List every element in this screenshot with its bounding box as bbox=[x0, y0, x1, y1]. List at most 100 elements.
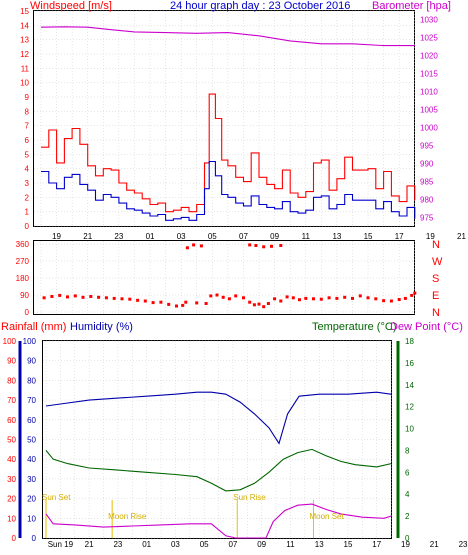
wind-x-tick-label: 05 bbox=[208, 232, 217, 241]
humidity-tick-label: 20 bbox=[27, 495, 36, 504]
direction-point bbox=[254, 244, 258, 247]
direction-point bbox=[192, 243, 196, 247]
temperature-tick-label: 10 bbox=[405, 425, 414, 434]
rainfall-tick-label: 100 bbox=[3, 337, 17, 346]
direction-point bbox=[413, 291, 417, 295]
barometer-axis-title: Barometer [hpa] bbox=[372, 0, 451, 12]
temperature-tick-label: 6 bbox=[405, 468, 410, 477]
climate-x-tick-label: 05 bbox=[200, 540, 209, 549]
wind-tick-label: 3 bbox=[25, 179, 30, 188]
wind-tick-label: 12 bbox=[20, 50, 29, 59]
direction-point bbox=[291, 296, 295, 300]
wind-tick-label: 10 bbox=[20, 79, 29, 88]
humidity-tick-label: 0 bbox=[32, 534, 37, 543]
direction-tick-label: 270 bbox=[16, 257, 30, 266]
barometer-tick-label: 1010 bbox=[420, 87, 438, 96]
humidity-tick-label: 90 bbox=[27, 357, 36, 366]
direction-point bbox=[319, 297, 323, 301]
climate-x-tick-label: Sun 19 bbox=[48, 540, 74, 549]
direction-point bbox=[128, 297, 132, 301]
direction-point bbox=[89, 295, 93, 298]
temperature-tick-label: 14 bbox=[405, 381, 414, 390]
wind-x-tick-label: 21 bbox=[457, 232, 466, 241]
direction-point bbox=[175, 304, 178, 308]
direction-tick-label: 360 bbox=[16, 240, 30, 249]
wind-tick-label: 4 bbox=[25, 165, 30, 174]
wind-x-tick-label: 09 bbox=[270, 232, 279, 241]
direction-point bbox=[366, 296, 370, 300]
barometer-tick-label: 1005 bbox=[420, 105, 438, 114]
direction-point bbox=[252, 303, 256, 307]
wind-x-tick-label: 21 bbox=[83, 232, 92, 241]
direction-point bbox=[143, 299, 147, 303]
direction-point bbox=[167, 302, 171, 306]
direction-point bbox=[358, 294, 362, 298]
wind-tick-label: 6 bbox=[25, 136, 30, 145]
compass-label: S bbox=[432, 273, 439, 285]
rainfall-tick-label: 70 bbox=[7, 396, 16, 405]
wind-tick-label: 14 bbox=[20, 21, 29, 30]
barometer-tick-label: 1000 bbox=[420, 123, 438, 132]
wind-tick-label: 9 bbox=[25, 93, 30, 102]
direction-point bbox=[262, 245, 266, 249]
wind-x-tick-label: 19 bbox=[426, 232, 435, 241]
climate-x-tick-label: 11 bbox=[286, 540, 295, 549]
temperature-tick-label: 12 bbox=[405, 403, 414, 412]
temperature-tick-label: 4 bbox=[405, 490, 410, 499]
climate-x-tick-label: 21 bbox=[85, 540, 94, 549]
event-label: Sun Set bbox=[42, 493, 71, 502]
wind-x-tick-label: 13 bbox=[332, 232, 341, 241]
direction-point bbox=[159, 300, 163, 304]
humidity-axis-title: Humidity (%) bbox=[70, 321, 133, 333]
wind-axis-title: Windspeed [m/s] bbox=[30, 0, 112, 12]
direction-point bbox=[215, 293, 219, 297]
wind-tick-label: 8 bbox=[25, 107, 30, 116]
wind-x-tick-label: 19 bbox=[52, 232, 61, 241]
wind-x-tick-label: 03 bbox=[177, 232, 186, 241]
direction-point bbox=[42, 296, 46, 300]
direction-point bbox=[279, 244, 283, 247]
direction-point bbox=[136, 298, 140, 302]
direction-point bbox=[66, 295, 69, 299]
direction-point bbox=[257, 302, 261, 306]
direction-point bbox=[403, 296, 407, 300]
direction-tick-label: 180 bbox=[16, 274, 30, 283]
direction-point bbox=[204, 302, 208, 305]
barometer-tick-label: 1030 bbox=[420, 15, 438, 24]
climate-x-tick-label: 23 bbox=[113, 540, 122, 549]
barometer-line bbox=[40, 26, 415, 47]
direction-point bbox=[351, 296, 354, 300]
direction-point bbox=[312, 297, 315, 301]
wind-plot-frame bbox=[33, 10, 415, 227]
compass-label: N bbox=[432, 307, 440, 319]
climate-x-tick-label: 21 bbox=[430, 540, 439, 549]
rainfall-tick-label: 10 bbox=[7, 514, 16, 523]
rainfall-tick-label: 20 bbox=[7, 495, 16, 504]
dewpoint-axis-title: Dew Point (°C) bbox=[390, 321, 463, 333]
compass-label: N bbox=[432, 239, 440, 251]
humidity-tick-label: 60 bbox=[27, 416, 36, 425]
wind-x-tick-label: 15 bbox=[364, 232, 373, 241]
wind-tick-label: 7 bbox=[25, 122, 30, 131]
temperature-tick-label: 18 bbox=[405, 337, 414, 346]
temperature-tick-label: 0 bbox=[405, 534, 410, 543]
direction-point bbox=[270, 244, 273, 248]
humidity-tick-label: 70 bbox=[27, 396, 36, 405]
wind-gust-line bbox=[41, 93, 416, 213]
direction-point bbox=[273, 297, 277, 301]
temperature-axis-title: Temperature (°C) bbox=[312, 321, 396, 333]
event-label: Moon Set bbox=[309, 512, 344, 521]
climate-x-tick-label: 15 bbox=[344, 540, 353, 549]
wind-tick-label: 5 bbox=[25, 150, 30, 159]
event-label: Moon Rise bbox=[108, 512, 147, 521]
temperature-line bbox=[45, 448, 392, 492]
wind-x-tick-label: 01 bbox=[146, 232, 155, 241]
direction-point bbox=[248, 300, 252, 304]
direction-point bbox=[397, 298, 401, 301]
direction-point bbox=[221, 295, 225, 299]
compass-label: E bbox=[432, 290, 439, 302]
climate-x-tick-label: 23 bbox=[459, 540, 468, 549]
wind-tick-label: 15 bbox=[20, 7, 29, 16]
climate-x-tick-label: 09 bbox=[257, 540, 266, 549]
